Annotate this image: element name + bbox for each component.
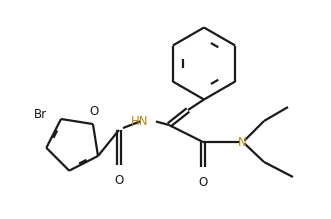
Text: O: O xyxy=(89,105,99,118)
Text: HN: HN xyxy=(130,115,148,128)
Text: O: O xyxy=(198,176,208,189)
Text: O: O xyxy=(115,174,123,187)
Text: N: N xyxy=(238,136,246,148)
Text: Br: Br xyxy=(34,108,47,122)
